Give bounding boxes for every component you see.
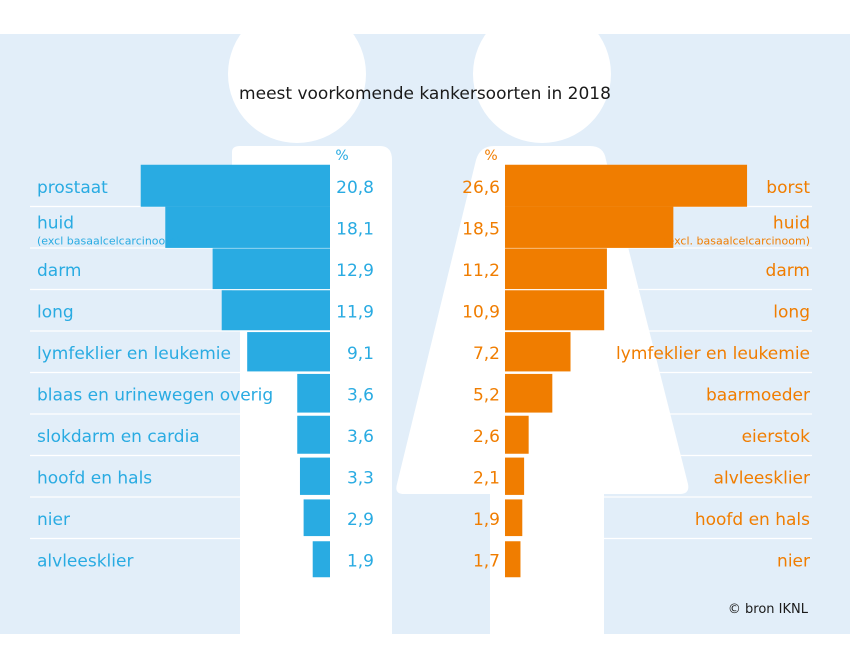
women-value-label: 5,2 [473,385,500,405]
women-category-label: long [773,302,810,322]
men-value-label: 11,9 [336,302,374,322]
women-value-label: 10,9 [462,302,500,322]
women-category-label: nier [777,551,810,571]
women-value-label: 2,1 [473,468,500,488]
men-category-label: hoofd en hals [37,468,152,488]
men-category-note: (excl basaalcelcarcinoom) [37,234,180,247]
women-value-label: 11,2 [462,261,500,281]
men-bar [297,415,330,454]
men-bar [297,373,330,413]
women-category-label: darm [766,261,810,281]
men-value-label: 1,9 [347,551,374,571]
men-value-label: 2,9 [347,510,374,530]
men-category-label: alvleesklier [37,551,133,571]
women-category-label: eierstok [742,427,811,447]
women-value-label: 1,7 [473,551,500,571]
women-value-label: 26,6 [462,178,500,198]
men-category-label: blaas en urinewegen overig [37,385,273,405]
women-category-note: (excl. basaalcelcarcinoom) [663,234,810,247]
women-value-label: 18,5 [462,219,500,239]
women-category-label: borst [766,178,810,198]
women-bar [505,373,553,413]
women-bar [505,206,674,248]
men-category-label: darm [37,261,81,281]
men-category-label: huid [37,213,74,233]
men-value-label: 3,3 [347,468,374,488]
women-bar [505,248,607,290]
women-bar [505,415,529,454]
women-category-label: huid [773,213,810,233]
men-category-label: prostaat [37,178,108,198]
women-percent-header: % [484,148,497,164]
men-value-label: 12,9 [336,261,374,281]
women-bar [505,499,523,537]
women-bar [505,332,571,372]
men-bar [212,248,330,290]
women-category-label: hoofd en hals [695,510,810,530]
men-category-label: slokdarm en cardia [37,427,200,447]
men-bar [221,290,330,331]
men-value-label: 18,1 [336,219,374,239]
women-bar [505,164,748,207]
men-value-label: 9,1 [347,344,374,364]
men-value-label: 20,8 [336,178,374,198]
women-value-label: 2,6 [473,427,500,447]
men-category-label: long [37,302,74,322]
woman-head-silhouette [473,5,611,143]
women-value-label: 1,9 [473,510,500,530]
women-bar [505,290,605,331]
women-category-label: baarmoeder [706,385,810,405]
men-bar [303,499,330,537]
women-bar [505,541,521,578]
men-value-label: 3,6 [347,385,374,405]
men-bar [165,206,330,248]
women-category-label: alvleesklier [714,468,810,488]
men-category-label: lymfeklier en leukemie [37,344,231,364]
women-value-label: 7,2 [473,344,500,364]
men-category-label: nier [37,510,70,530]
men-bar [312,541,330,578]
men-bar [140,164,330,207]
source-credit: © bron IKNL [727,602,808,617]
chart-title: meest voorkomende kankersoorten in 2018 [239,84,611,104]
men-bar [247,332,330,372]
women-category-label: lymfeklier en leukemie [616,344,810,364]
chart-background [0,34,850,634]
women-bar [505,457,525,495]
men-bar [299,457,330,495]
men-value-label: 3,6 [347,427,374,447]
man-head-silhouette [228,5,366,143]
men-percent-header: % [335,148,348,164]
